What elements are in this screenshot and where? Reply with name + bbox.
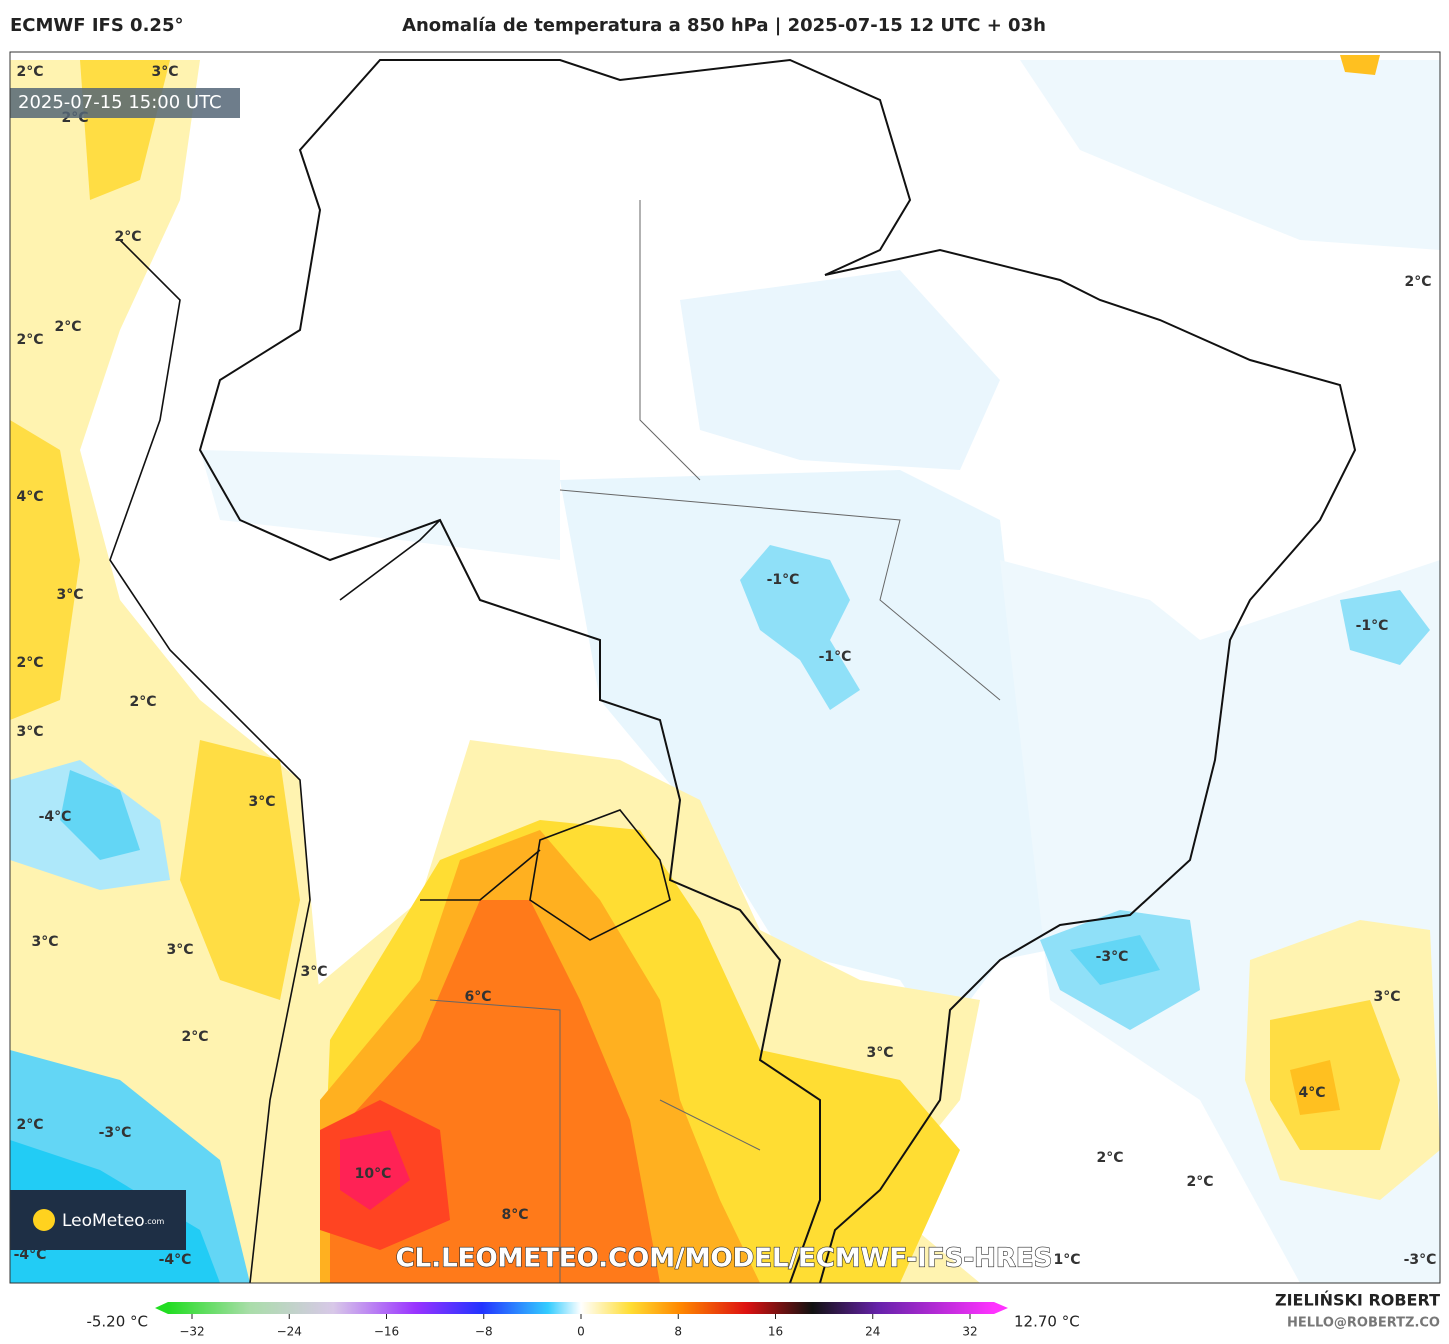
colorbar-bar — [168, 1302, 994, 1314]
contour-labels: 2°C 3°C 2°C 2°C 2°C 2°C 2°C 4°C 3°C 2°C … — [14, 64, 1437, 1268]
contour-label: 3°C — [1373, 989, 1400, 1005]
contour-label: 1°C — [1053, 1252, 1080, 1268]
contour-label: 2°C — [16, 1117, 43, 1133]
contour-label: -4°C — [159, 1252, 192, 1268]
contour-label: 2°C — [1186, 1174, 1213, 1190]
author: ZIELIŃSKI ROBERT — [1275, 1291, 1440, 1310]
contour-label: -1°C — [1356, 618, 1389, 634]
contour-label: 4°C — [1298, 1085, 1325, 1101]
contour-label: -1°C — [819, 649, 852, 665]
contour-label: 2°C — [129, 694, 156, 710]
email: HELLO@ROBERTZ.CO — [1287, 1316, 1440, 1331]
contour-label: -4°C — [39, 809, 72, 825]
colorbar-tick-label: 32 — [962, 1325, 977, 1339]
contour-label: 3°C — [866, 1045, 893, 1061]
contour-label: 2°C — [114, 229, 141, 245]
map-frame — [9, 51, 1441, 1284]
logo-suffix: .com — [145, 1217, 165, 1226]
watermark: CL.LEOMETEO.COM/MODEL/ECMWF-IFS-HRES — [396, 1244, 1053, 1274]
contour-label: 4°C — [16, 489, 43, 505]
colorbar-low-arrow — [155, 1302, 168, 1314]
colorbar-tick-label: 24 — [865, 1325, 880, 1339]
contour-label: -3°C — [99, 1125, 132, 1141]
colorbar — [155, 1302, 1008, 1314]
contour-label: 2°C — [1096, 1150, 1123, 1166]
colorbar-tick-label: −8 — [475, 1325, 493, 1339]
colorbar-min: -5.20 °C — [86, 1313, 148, 1331]
colorbar-max: 12.70 °C — [1014, 1313, 1080, 1331]
contour-label: 3°C — [31, 934, 58, 950]
colorbar-tick-label: −32 — [179, 1325, 204, 1339]
contour-label: 3°C — [300, 964, 327, 980]
contour-label: -3°C — [1404, 1252, 1437, 1268]
contour-label: -3°C — [1096, 949, 1129, 965]
colorbar-tick-label: 0 — [577, 1325, 585, 1339]
contour-label: 2°C — [16, 655, 43, 671]
contour-label: 3°C — [56, 587, 83, 603]
colorbar-tick-label: −16 — [374, 1325, 399, 1339]
contour-label: -1°C — [767, 572, 800, 588]
contour-label: 2°C — [1404, 274, 1431, 290]
contour-label: 2°C — [16, 64, 43, 80]
timestamp-box — [10, 88, 240, 118]
contour-label: 6°C — [464, 989, 491, 1005]
colorbar-high-arrow — [994, 1302, 1008, 1314]
contour-label: -4°C — [14, 1247, 47, 1263]
contour-label: 3°C — [151, 64, 178, 80]
colorbar-tick-label: 16 — [768, 1325, 783, 1339]
logo-sun — [33, 1209, 55, 1231]
map: 2°C 3°C 2°C 2°C 2°C 2°C 2°C 4°C 3°C 2°C … — [10, 52, 1440, 1283]
colorbar-tick-label: 8 — [674, 1325, 682, 1339]
contour-label: 10°C — [355, 1166, 392, 1182]
contour-label: 2°C — [181, 1029, 208, 1045]
timestamp: 2025-07-15 15:00 UTC — [18, 92, 222, 113]
map-title: Anomalía de temperatura a 850 hPa | 2025… — [402, 15, 1046, 36]
contour-label: 3°C — [166, 942, 193, 958]
contour-label: 8°C — [501, 1207, 528, 1223]
contour-label: 2°C — [54, 319, 81, 335]
contour-label: 3°C — [248, 794, 275, 810]
colorbar-tick-label: −24 — [277, 1325, 302, 1339]
logo-text: LeoMeteo.com — [62, 1211, 165, 1231]
contour-label: 3°C — [16, 724, 43, 740]
model-name: ECMWF IFS 0.25° — [10, 15, 183, 36]
contour-label: 2°C — [16, 332, 43, 348]
logo-name: LeoMeteo — [62, 1211, 145, 1231]
